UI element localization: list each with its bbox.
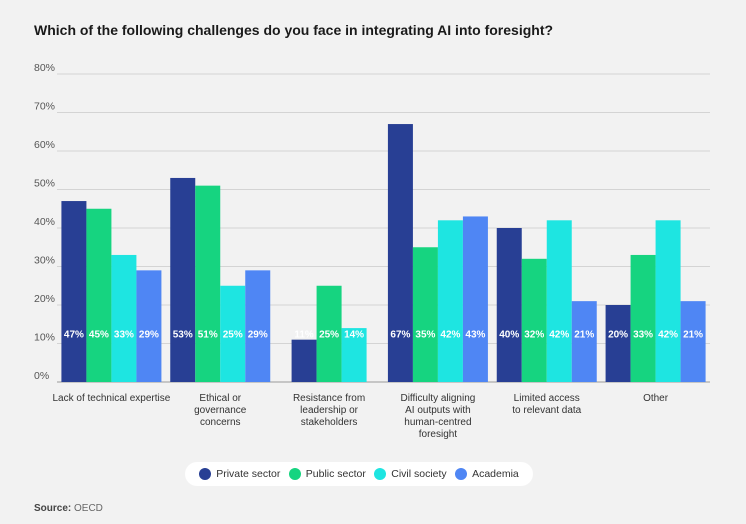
bar-civil-society — [111, 254, 137, 382]
x-category-label-line: Other — [643, 393, 669, 404]
source-text: OECD — [74, 503, 103, 514]
legend-label-civil-society: Civil society — [391, 468, 447, 480]
data-label: 40% — [499, 329, 519, 340]
bar-private-sector — [170, 177, 196, 382]
x-category-label-line: foresight — [419, 429, 458, 440]
x-category-label-line: Ethical or — [199, 393, 241, 404]
x-category-label-line: governance — [194, 405, 247, 416]
data-label: 20% — [608, 329, 628, 340]
bar-public-sector — [630, 254, 656, 382]
data-label: 45% — [89, 329, 109, 340]
x-category-label: Lack of technical expertise — [52, 393, 170, 404]
bar-public-sector — [521, 258, 547, 382]
x-category-label-line: concerns — [200, 417, 241, 428]
legend-swatch-public-sector — [288, 468, 301, 480]
y-tick-label: 40% — [34, 216, 55, 228]
x-category-label-line: stakeholders — [301, 417, 358, 428]
data-label: 43% — [465, 329, 485, 340]
bar-civil-society — [437, 220, 463, 382]
legend-label-private-sector: Private sector — [216, 468, 281, 480]
data-label: 47% — [64, 329, 84, 340]
data-label: 53% — [173, 329, 193, 340]
source-note: Source: OECD — [34, 503, 103, 514]
data-label: 11% — [294, 329, 314, 340]
bar-academia — [136, 270, 162, 382]
x-category-label-line: AI outputs with — [405, 405, 471, 416]
data-label: 33% — [633, 329, 653, 340]
chart-title: Which of the following challenges do you… — [34, 22, 554, 38]
x-category-label-line: leadership or — [300, 405, 358, 416]
data-label: 25% — [319, 329, 339, 340]
data-label: 25% — [223, 329, 243, 340]
data-label: 29% — [139, 329, 159, 340]
data-label: 29% — [248, 329, 268, 340]
bar-private-sector — [387, 124, 413, 383]
bar-public-sector — [86, 208, 112, 382]
data-label: 42% — [549, 329, 569, 340]
bar-civil-society — [655, 220, 681, 382]
bar-public-sector — [316, 285, 342, 382]
legend-swatch-private-sector — [199, 468, 212, 480]
y-tick-label: 70% — [34, 101, 55, 113]
legend-swatch-civil-society — [374, 468, 387, 480]
legend: Private sector Public sector Civil socie… — [185, 462, 533, 486]
data-label: 42% — [440, 329, 460, 340]
legend-item-civil-society[interactable]: Civil society — [374, 468, 447, 480]
y-tick-label: 60% — [34, 139, 55, 151]
bar-academia — [462, 216, 488, 382]
data-label: 35% — [415, 329, 435, 340]
bar-private-sector — [291, 339, 317, 382]
legend-label-academia: Academia — [472, 468, 519, 480]
x-category-label: Limited access to relevant data — [512, 393, 581, 416]
bar-civil-society — [546, 220, 572, 382]
x-category-label-line: human-centred — [404, 417, 471, 428]
legend-item-private-sector[interactable]: Private sector — [199, 468, 280, 480]
bar-civil-society — [220, 285, 246, 382]
x-category-label: Difficulty aligning AI outputs with human-… — [400, 393, 475, 440]
y-tick-label: 80% — [34, 62, 55, 74]
legend-item-public-sector[interactable]: Public sector — [288, 468, 366, 480]
y-tick-label: 0% — [34, 370, 49, 382]
legend-swatch-academia — [455, 468, 468, 480]
legend-item-academia[interactable]: Academia — [455, 468, 519, 480]
x-category-label-line: Resistance from — [293, 393, 365, 404]
bar-private-sector — [605, 305, 631, 382]
x-category-label: Ethical or governance concerns — [194, 393, 247, 428]
bar-academia — [571, 301, 597, 382]
x-category-label-line: to relevant data — [512, 405, 581, 416]
bar-public-sector — [195, 185, 221, 382]
source-label: Source: — [34, 503, 72, 514]
bar-private-sector — [61, 201, 87, 382]
x-category-label-line: Lack of technical expertise — [52, 393, 170, 404]
x-category-label-line: Limited access — [514, 393, 580, 404]
data-label: 67% — [390, 329, 410, 340]
y-tick-label: 30% — [34, 255, 55, 267]
data-label: 32% — [524, 329, 544, 340]
data-label: 14% — [344, 329, 364, 340]
data-label: 51% — [198, 329, 218, 340]
data-label: 42% — [658, 329, 678, 340]
bar-chart: 0% 10% 20% 30% 40% 50% 60% 70% 80% 47% 45% 33% 29% La… — [34, 62, 710, 440]
bar-private-sector — [496, 228, 522, 382]
data-label: 33% — [114, 329, 134, 340]
bar-public-sector — [412, 247, 438, 382]
legend-label-public-sector: Public sector — [305, 468, 366, 480]
bar-academia — [245, 270, 271, 382]
x-category-label: Resistance from leadership or stakeholders — [293, 393, 365, 428]
bar-academia — [680, 301, 706, 382]
bar-civil-society — [341, 328, 367, 382]
y-tick-label: 20% — [34, 293, 55, 305]
y-tick-label: 10% — [34, 332, 55, 344]
x-category-label: Other — [643, 393, 669, 404]
y-tick-label: 50% — [34, 178, 55, 190]
data-label: 21% — [574, 329, 594, 340]
x-category-label-line: Difficulty aligning — [400, 393, 475, 404]
data-label: 21% — [683, 329, 703, 340]
